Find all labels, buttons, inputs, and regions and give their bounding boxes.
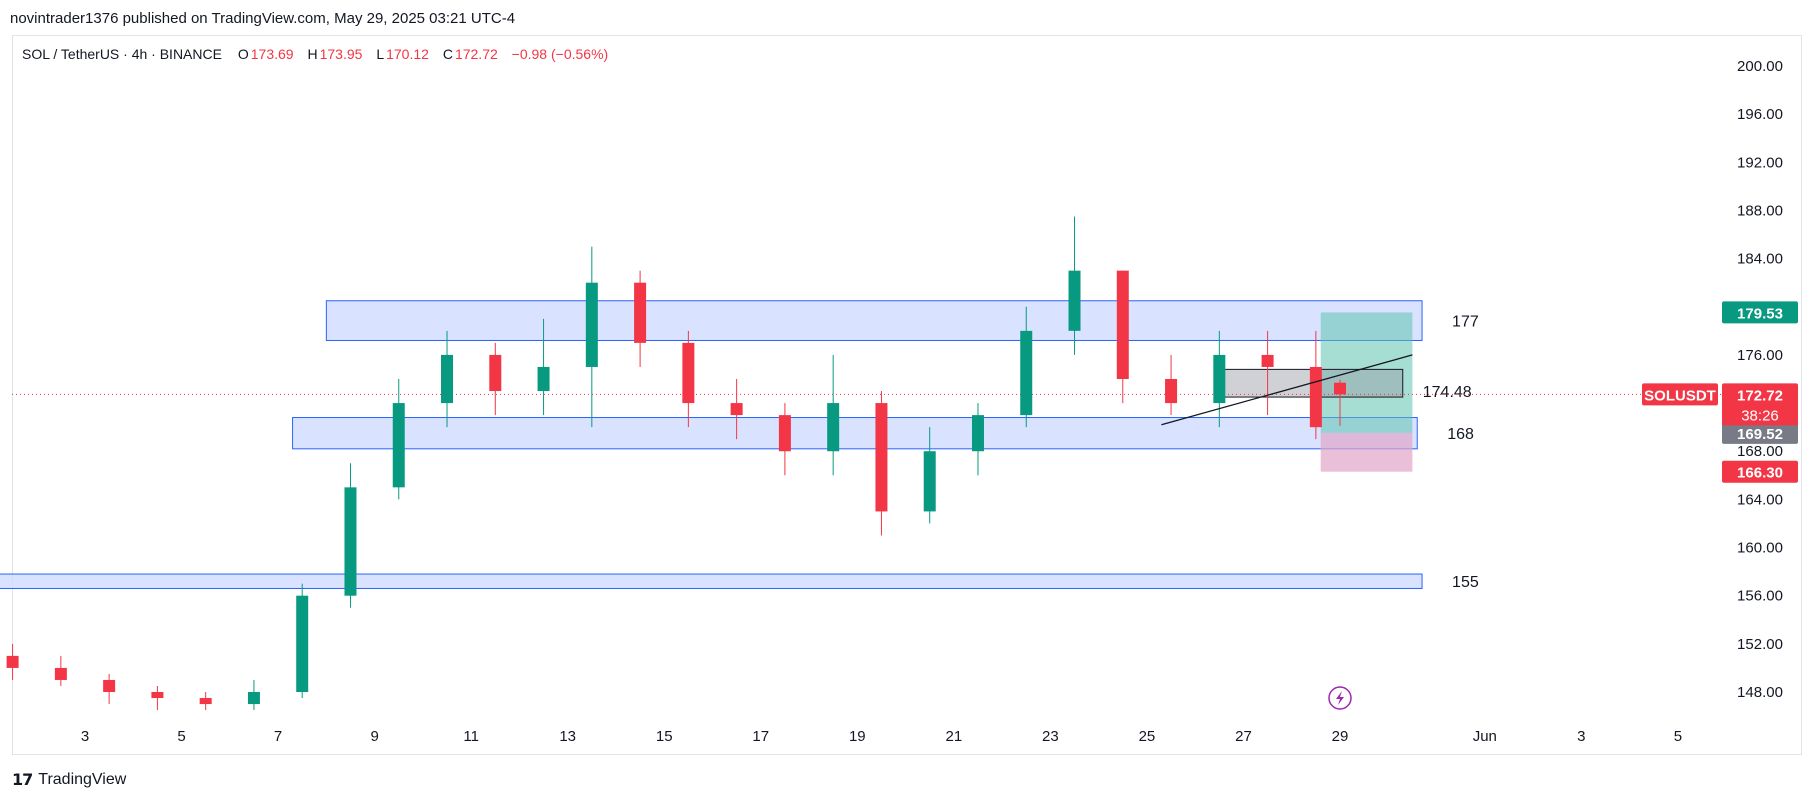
candle-body xyxy=(54,667,67,680)
candle-body xyxy=(199,698,212,705)
stop-loss-area xyxy=(1320,432,1413,472)
footer-brand: TradingView xyxy=(38,771,127,788)
x-tick-label: 19 xyxy=(849,728,866,745)
price-badge-label: 179.53 xyxy=(1737,305,1783,322)
candle-body xyxy=(441,354,454,404)
zone-177 xyxy=(325,300,1423,341)
candle-body xyxy=(392,403,405,488)
lightning-icon-glyph xyxy=(1336,691,1344,705)
price-badge-label: 166.30 xyxy=(1737,465,1783,482)
zone-label: 177 xyxy=(1452,314,1479,331)
level-label: 174.48 xyxy=(1423,384,1472,401)
open-value: 173.69 xyxy=(250,46,294,62)
high-label: H xyxy=(307,46,318,62)
candle-body xyxy=(151,692,164,699)
candle-body xyxy=(344,487,357,596)
y-tick-label: 184.00 xyxy=(1737,251,1783,268)
y-tick-label: 164.00 xyxy=(1737,491,1783,508)
candle-body xyxy=(875,403,888,512)
y-tick-label: 196.00 xyxy=(1737,106,1783,123)
low-value: 170.12 xyxy=(386,46,429,62)
candle-body xyxy=(537,366,550,392)
candle-body xyxy=(1213,354,1226,404)
y-tick-label: 148.00 xyxy=(1737,684,1783,701)
x-tick-label: 5 xyxy=(177,728,185,745)
candle-body xyxy=(585,282,598,367)
symbol-badge xyxy=(1642,383,1718,406)
price-badge xyxy=(1722,421,1798,444)
symbol-label[interactable]: SOL / TetherUS · 4h · BINANCE xyxy=(22,46,222,62)
high-value: 173.95 xyxy=(319,46,363,62)
y-tick-label: 176.00 xyxy=(1737,347,1783,364)
candle-body xyxy=(296,595,309,692)
x-tick-label: 29 xyxy=(1332,728,1349,745)
zone-155 xyxy=(0,573,1423,589)
x-tick-label: 9 xyxy=(370,728,378,745)
candle-body xyxy=(1309,366,1322,428)
candle-body xyxy=(247,692,260,705)
x-tick-label: 11 xyxy=(463,728,479,745)
change-value: −0.98 (−0.56%) xyxy=(511,46,609,62)
zone-label: 155 xyxy=(1452,574,1479,591)
symbol-badge-label: SOLUSDT xyxy=(1644,387,1716,404)
x-tick-label: 5 xyxy=(1674,728,1682,745)
low-label: L xyxy=(376,46,385,62)
x-tick-label: 3 xyxy=(1577,728,1585,745)
candle-body xyxy=(778,415,791,452)
tradingview-logo-icon: 𝟭𝟳 xyxy=(12,772,33,789)
last-price-value: 172.72 xyxy=(1737,387,1783,404)
candle-body xyxy=(1068,270,1081,331)
x-tick-label: 3 xyxy=(81,728,89,745)
y-tick-label: 192.00 xyxy=(1737,154,1783,171)
last-price-badge xyxy=(1722,383,1798,426)
y-tick-label: 200.00 xyxy=(1737,58,1783,75)
candle-body xyxy=(1261,354,1274,367)
candle-body xyxy=(103,679,116,692)
x-tick-label: 27 xyxy=(1235,728,1252,745)
lightning-icon xyxy=(1328,686,1352,710)
y-tick-label: 160.00 xyxy=(1737,540,1783,557)
x-tick-label: 21 xyxy=(946,728,963,745)
x-tick-label: Jun xyxy=(1473,728,1497,745)
candle-body xyxy=(730,403,743,416)
x-tick-label: 7 xyxy=(274,728,282,745)
x-tick-label: 13 xyxy=(559,728,576,745)
zone-label: 168 xyxy=(1447,426,1474,443)
open-label: O xyxy=(237,46,249,62)
trendline xyxy=(1161,354,1413,426)
candle-body xyxy=(1334,382,1346,395)
tradingview-footer[interactable]: 𝟭𝟳 TradingView xyxy=(12,770,126,790)
candle-body xyxy=(634,282,647,343)
candle-body xyxy=(1116,270,1129,379)
candle-body xyxy=(489,354,502,392)
y-tick-label: 152.00 xyxy=(1737,636,1783,653)
x-tick-label: 17 xyxy=(752,728,769,745)
publish-line: novintrader1376 published on TradingView… xyxy=(10,10,516,27)
y-tick-label: 168.00 xyxy=(1737,443,1783,460)
zone-168 xyxy=(292,417,1418,450)
candle-body xyxy=(923,451,936,512)
take-profit-area xyxy=(1320,312,1413,433)
candle-body xyxy=(6,655,19,668)
x-tick-label: 23 xyxy=(1042,728,1059,745)
candle-body xyxy=(971,415,984,452)
countdown-value: 38:26 xyxy=(1741,407,1779,424)
price-badge xyxy=(1722,460,1798,483)
candle-body xyxy=(682,342,695,404)
y-tick-label: 188.00 xyxy=(1737,202,1783,219)
candle-body xyxy=(1165,379,1178,404)
candle-body xyxy=(827,403,840,452)
x-tick-label: 25 xyxy=(1139,728,1156,745)
price-badge-label: 169.52 xyxy=(1737,426,1783,443)
candle-body xyxy=(1020,330,1033,416)
close-value: 172.72 xyxy=(454,46,498,62)
close-label: C xyxy=(442,46,453,62)
price-badge xyxy=(1722,301,1798,324)
y-tick-label: 156.00 xyxy=(1737,588,1783,605)
x-tick-label: 15 xyxy=(656,728,673,745)
chart-frame xyxy=(12,35,1802,755)
